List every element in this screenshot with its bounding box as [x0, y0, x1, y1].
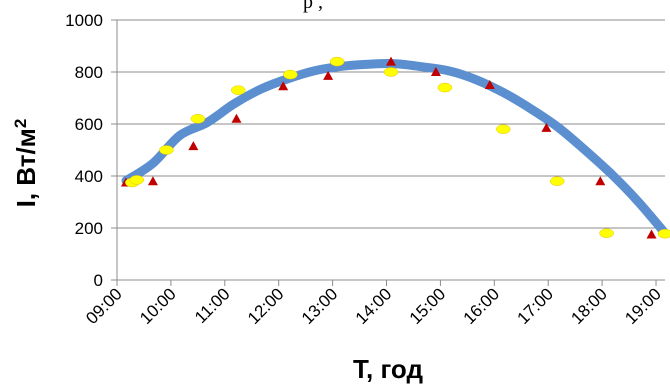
data-point-yellow	[329, 56, 345, 67]
data-point-yellow	[599, 228, 614, 238]
data-point-red	[541, 122, 552, 132]
x-tick-label: 15:00	[406, 284, 450, 328]
y-tick-label: 800	[75, 63, 103, 82]
cropped-page-text: р ,	[303, 0, 323, 13]
x-tick-label: 14:00	[352, 284, 396, 328]
x-tick-label: 10:00	[136, 284, 180, 328]
data-point-red	[188, 141, 199, 151]
data-point-red	[595, 176, 606, 186]
data-point-yellow	[129, 175, 145, 185]
y-tick-label: 0	[94, 271, 103, 290]
data-point-yellow	[549, 176, 565, 186]
data-point-yellow	[159, 145, 174, 155]
data-point-yellow	[657, 228, 670, 239]
x-tick-label: 09:00	[82, 284, 126, 328]
data-point-yellow	[383, 67, 399, 77]
x-tick-label: 17:00	[514, 284, 558, 328]
x-tick-labels: 09:00 10:00 11:00 12:00 13:00 14:00 15:00 16:00…	[82, 284, 665, 328]
data-point-red	[646, 229, 657, 239]
x-axis-title: T, год	[353, 354, 423, 384]
data-point-yellow	[283, 69, 298, 80]
data-point-red	[484, 80, 495, 89]
data-point-yellow	[231, 85, 246, 95]
data-point-red	[278, 81, 289, 91]
y-tick-label: 400	[75, 167, 103, 186]
trend-curve-line	[121, 59, 670, 238]
x-tick-label: 16:00	[460, 284, 504, 328]
x-tick-label: 13:00	[298, 284, 342, 328]
data-point-red	[147, 176, 158, 186]
y-tick-label: 1000	[65, 11, 103, 30]
x-tick-label: 18:00	[567, 284, 611, 328]
axes	[111, 19, 665, 286]
y-axis-title-superscript: 2	[11, 119, 30, 128]
y-tick-label: 600	[75, 115, 103, 134]
y-tick-label: 200	[75, 219, 103, 238]
y-axis-title: I, Вт/м2	[11, 119, 41, 208]
x-tick-label: 12:00	[244, 284, 288, 328]
data-point-yellow	[437, 82, 453, 93]
data-point-yellow	[496, 124, 511, 134]
y-axis-title-text: I, Вт/м	[11, 128, 41, 207]
data-point-red	[386, 56, 396, 66]
data-point-yellow	[190, 114, 206, 124]
x-tick-label: 19:00	[621, 284, 665, 328]
data-point-red	[231, 113, 242, 123]
x-tick-label: 11:00	[191, 284, 234, 327]
data-point-red	[323, 70, 334, 80]
y-tick-labels: 0 200 400 600 800 1000	[65, 11, 103, 290]
data-point-red	[430, 67, 441, 76]
series	[120, 56, 670, 239]
